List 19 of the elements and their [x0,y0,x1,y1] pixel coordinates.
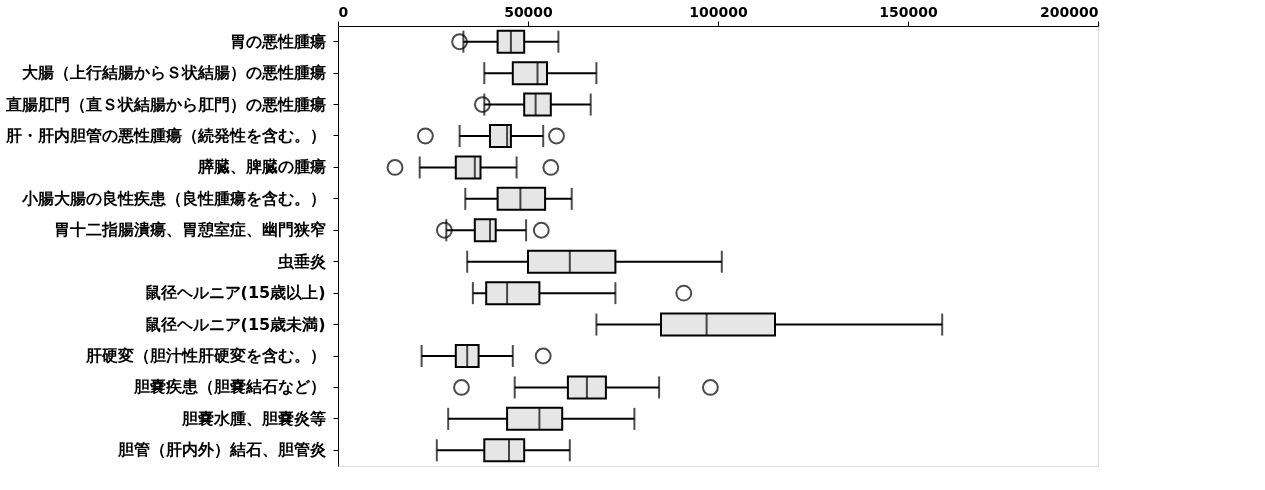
y-tick-label: 鼠径ヘルニア(15歳以上) [144,283,326,303]
y-tick-label: 肝・肝内胆管の悪性腫瘍（続発性を含む。） [4,126,326,145]
y-tick-label: 小腸大腸の良性疾患（良性腫瘍を含む。） [20,188,326,208]
y-tick-label: 虫垂炎 [276,251,326,271]
y-tick-label: 胆管（肝内外）結石、胆管炎 [116,440,326,460]
y-tick-label: 鼠径ヘルニア(15歳未満) [144,314,326,334]
y-tick-label: 胃の悪性腫瘍 [229,31,326,51]
x-tick-label: 150000 [879,3,938,20]
y-tick-label: 胆嚢水腫、胆嚢炎等 [180,408,326,428]
y-tick-label: 胃十二指腸潰瘍、胃憩室症、幽門狭窄 [53,220,326,240]
y-tick-label: 胆嚢疾患（胆嚢結石など） [132,377,326,397]
x-tick-label: 200000 [1040,3,1099,20]
x-tick-label: 50000 [504,3,554,20]
y-tick-label: 膵臓、脾臓の腫瘍 [196,157,326,177]
y-tick-label: 肝硬変（胆汁性肝硬変を含む。） [84,346,326,365]
y-tick-label: 大腸（上行結腸からＳ状結腸）の悪性腫瘍 [21,63,326,83]
y-tick-label: 直腸肛門（直Ｓ状結腸から肛門）の悪性腫瘍 [4,94,326,114]
x-tick-label: 0 [338,3,349,20]
x-tick-label: 100000 [689,3,748,20]
